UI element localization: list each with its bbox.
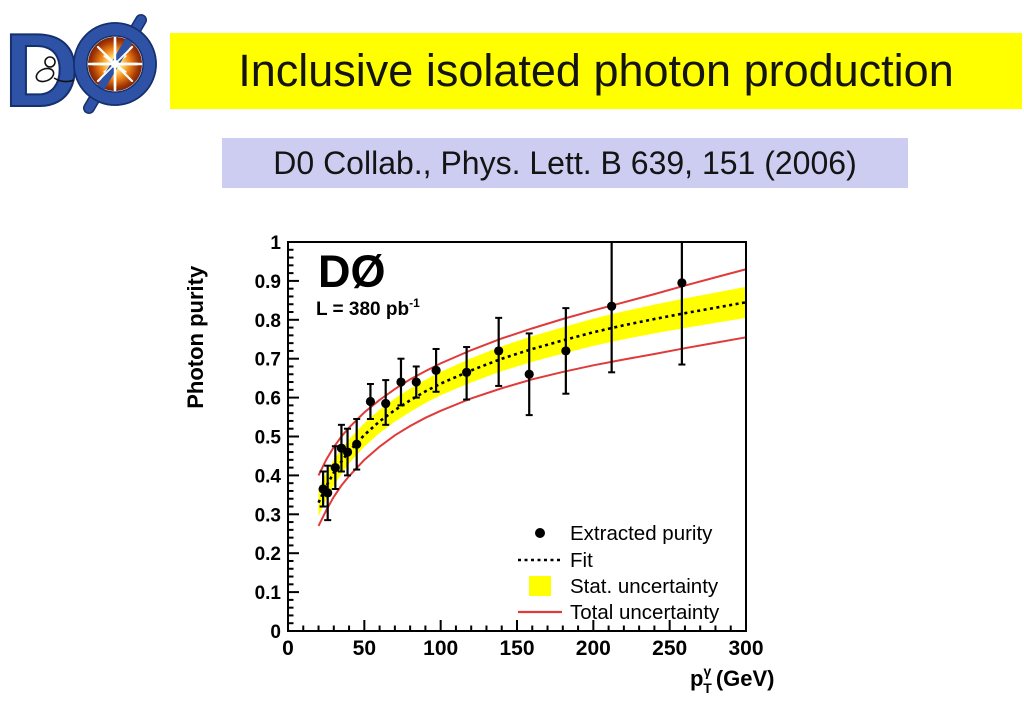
y-tick-label: 0.9 [255,272,281,293]
point-marker [365,396,376,407]
point-marker [396,377,406,387]
y-tick-label: 0.3 [255,505,281,526]
point-marker [381,398,391,409]
point-marker [342,447,353,457]
data-point [318,470,328,508]
point-marker [607,301,617,311]
y-tick-label: 0.7 [255,350,281,371]
x-axis-label: pγ T (GeV) [690,663,775,696]
legend-item-dot: Extracted purity [535,522,713,545]
axis-ticks [288,248,732,631]
data-point [607,242,617,374]
point-marker [494,346,504,356]
x-tick-label: 300 [728,637,763,660]
y-tick-label: 0.1 [255,583,282,604]
title-banner: Inclusive isolated photon production [170,33,1022,109]
y-axis-label: Photon purity [185,265,208,409]
y-tick-label: 0.4 [255,466,282,487]
data-point [342,427,353,477]
y-tick-label: 0.2 [255,544,281,565]
logo-starburst-core [91,40,139,88]
y-tick-label: 0.6 [255,389,281,410]
data-point [494,316,504,387]
data-point [352,417,362,471]
data-point [396,357,406,407]
citation-banner: D0 Collab., Phys. Lett. B 639, 151 (2006… [222,138,908,188]
point-marker [323,488,333,498]
luminosity-label: L = 380 pb-1 [316,296,420,320]
data-point [381,379,391,426]
data-point [524,332,534,417]
legend-label: Extracted purity [570,522,713,545]
y-tick-label: 1 [270,233,281,254]
x-tick-label: 0 [282,637,294,660]
experiment-label: DØ [318,246,386,297]
point-marker [561,346,571,356]
point-marker [330,463,340,473]
legend-label: Total uncertainty [570,601,720,624]
y-tick-label: 0 [270,622,281,643]
legend-label: Fit [570,549,593,572]
total-uncertainty-line-lower [317,336,747,527]
legend-item-yellow-box: Stat. uncertainty [529,575,719,598]
data-series [318,242,687,522]
photon-purity-chart: 0 50 100 150 200 250 300 0 0.1 0.2 0.3 0.4 0.5 0.6 0.7… [183,215,800,696]
logo-letter-d: D [4,13,79,118]
citation-text: D0 Collab., Phys. Lett. B 639, 151 (2006… [273,144,857,181]
point-marker [352,439,362,449]
y-tick-label: 0.5 [255,428,282,449]
data-point [330,445,340,491]
stat-uncertainty-band [318,286,746,517]
logo-letter-o [73,14,157,114]
d0-logo: D [4,12,157,118]
total-uncertainty-line-upper [317,268,747,476]
point-marker [524,369,534,379]
x-tick-label: 50 [353,637,376,660]
data-point [411,365,421,399]
yellow-box-icon [529,576,551,596]
point-marker [431,365,441,375]
legend-item-red-line: Total uncertainty [518,601,720,624]
logo-doodle [35,56,75,83]
point-marker [462,367,472,377]
data-point [431,347,441,393]
point-marker [677,278,687,288]
page-title: Inclusive isolated photon production [238,45,954,96]
x-tick-label: 150 [499,637,534,660]
x-tick-label: 100 [423,637,458,660]
data-point [323,464,333,522]
chart-canvas: 0 50 100 150 200 250 300 0 0.1 0.2 0.3 0.4 0.5 0.6 0.7… [183,233,775,696]
legend-item-dashed-line: Fit [518,549,593,572]
legend: Extracted purity Fit Stat. uncertainty Tota… [518,522,720,624]
data-point [365,382,376,420]
y-tick-label: 0.8 [255,311,281,332]
dot-marker-icon [535,528,545,538]
data-point [677,242,687,366]
data-point [462,346,472,401]
data-point [561,307,571,395]
x-tick-label: 250 [652,637,687,660]
x-tick-label: 200 [576,637,611,660]
legend-label: Stat. uncertainty [570,575,719,598]
point-marker [411,377,421,387]
